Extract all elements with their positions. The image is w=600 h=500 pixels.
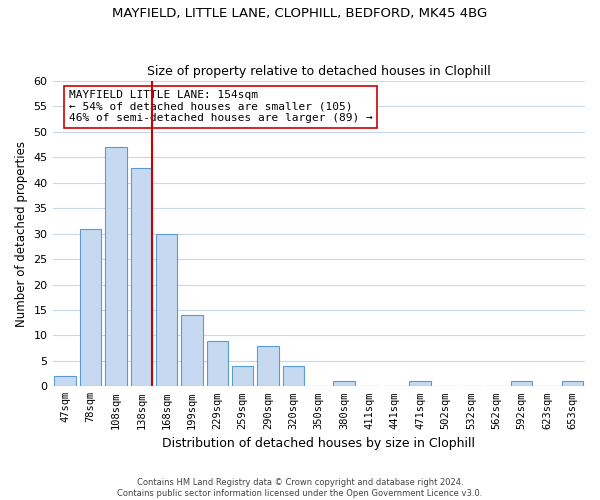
Bar <box>131 168 152 386</box>
Bar <box>409 381 431 386</box>
Y-axis label: Number of detached properties: Number of detached properties <box>15 140 28 326</box>
Bar <box>511 381 532 386</box>
Bar <box>206 340 228 386</box>
Title: Size of property relative to detached houses in Clophill: Size of property relative to detached ho… <box>147 66 491 78</box>
Bar <box>156 234 178 386</box>
Text: MAYFIELD LITTLE LANE: 154sqm
← 54% of detached houses are smaller (105)
46% of s: MAYFIELD LITTLE LANE: 154sqm ← 54% of de… <box>68 90 372 124</box>
Bar <box>283 366 304 386</box>
Text: MAYFIELD, LITTLE LANE, CLOPHILL, BEDFORD, MK45 4BG: MAYFIELD, LITTLE LANE, CLOPHILL, BEDFORD… <box>112 8 488 20</box>
Bar <box>232 366 253 386</box>
Bar <box>80 228 101 386</box>
X-axis label: Distribution of detached houses by size in Clophill: Distribution of detached houses by size … <box>162 437 475 450</box>
Bar <box>257 346 279 387</box>
Text: Contains HM Land Registry data © Crown copyright and database right 2024.
Contai: Contains HM Land Registry data © Crown c… <box>118 478 482 498</box>
Bar <box>334 381 355 386</box>
Bar <box>55 376 76 386</box>
Bar <box>562 381 583 386</box>
Bar <box>181 315 203 386</box>
Bar <box>105 147 127 386</box>
